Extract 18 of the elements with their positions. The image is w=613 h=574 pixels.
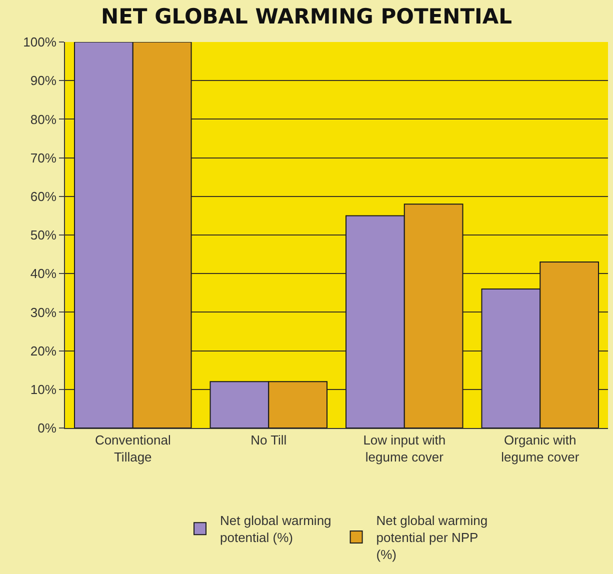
y-tick-label: 20% <box>30 343 57 358</box>
x-tick-label: Low input with legume cover <box>363 432 446 464</box>
x-tick-label: No Till <box>250 432 287 448</box>
y-tick-label: 100% <box>23 34 57 50</box>
y-tick-label: 90% <box>30 73 57 88</box>
legend-label: Net global warming potential per NPP (%) <box>376 513 488 562</box>
y-tick-label: 80% <box>30 112 57 127</box>
y-tick-label: 70% <box>30 150 57 166</box>
chart-title: NET GLOBAL WARMING POTENTIAL <box>101 4 512 28</box>
x-tick-label: Organic with legume cover <box>501 432 580 464</box>
x-tick-label: Conventional Tillage <box>94 432 171 464</box>
legend-label: Net global warming potential (%) <box>220 513 332 546</box>
y-tick-label: 60% <box>30 188 57 204</box>
y-tick-label: 40% <box>30 266 57 282</box>
y-tick-label: 10% <box>30 382 57 397</box>
y-tick-label: 50% <box>30 228 57 243</box>
y-tick-label: 30% <box>30 304 57 320</box>
y-tick-label: 0% <box>38 420 57 436</box>
